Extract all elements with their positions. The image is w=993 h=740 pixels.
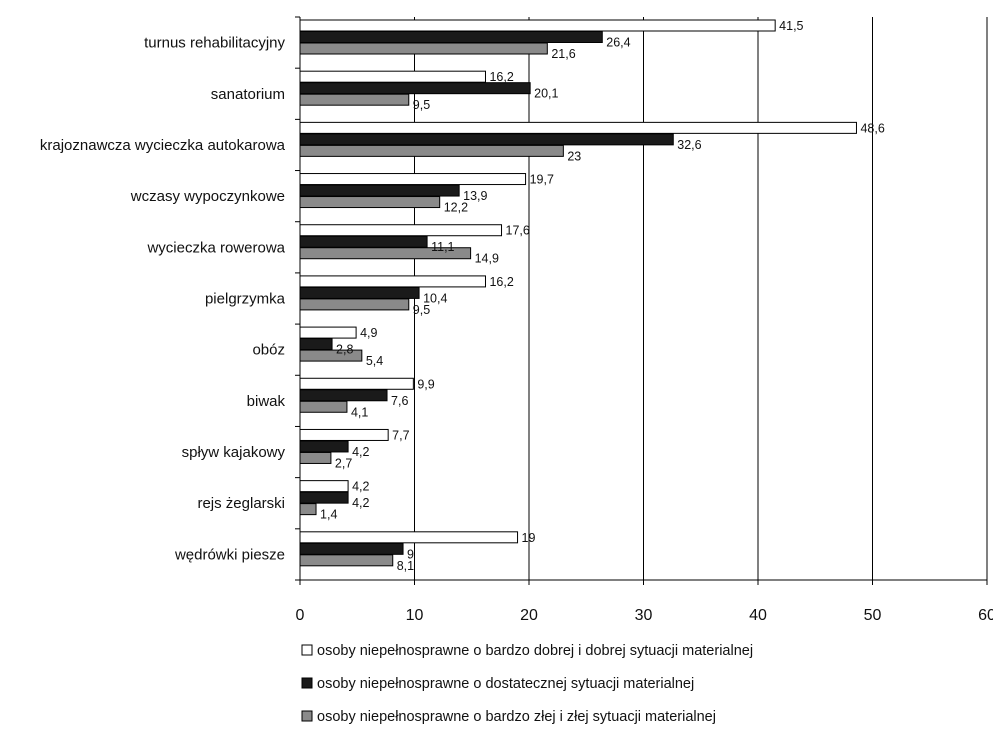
value-label: 4,1 — [351, 405, 368, 419]
category-label: biwak — [247, 393, 286, 410]
value-labels: 41,5 26,4 21,6 16,2 20,1 9,5 48,6 32,6 23 19,7 13,… — [320, 19, 885, 573]
value-label: 1,4 — [320, 508, 337, 522]
value-label: 26,4 — [606, 36, 630, 50]
category-label: obóz — [252, 342, 285, 359]
legend-label: osoby niepełnosprawne o dostatecznej syt… — [317, 676, 694, 692]
bar — [299, 326, 357, 339]
category-label: pielgrzymka — [205, 291, 286, 308]
category-label: rejs żeglarski — [197, 495, 285, 512]
value-label: 16,2 — [489, 70, 513, 84]
legend-label: osoby niepełnosprawne o bardzo złej i zł… — [317, 709, 716, 725]
category-label: wycieczka rowerowa — [146, 239, 285, 256]
bar — [299, 338, 333, 351]
category-label: krajoznawcza wycieczka autokarowa — [40, 137, 286, 154]
bars — [299, 19, 857, 567]
value-label: 21,6 — [551, 47, 575, 61]
value-label: 5,4 — [366, 354, 383, 368]
bar — [299, 93, 410, 106]
value-label: 23 — [567, 149, 581, 163]
bar — [299, 31, 603, 43]
bar — [299, 298, 410, 311]
value-label: 20,1 — [534, 87, 558, 101]
category-label: wczasy wypoczynkowe — [130, 188, 285, 205]
bar — [299, 196, 441, 209]
value-label: 11,1 — [431, 240, 454, 254]
value-label: 4,2 — [352, 445, 369, 459]
value-label: 7,6 — [391, 394, 408, 408]
legend-label: osoby niepełnosprawne o bardzo dobrej i … — [317, 643, 753, 659]
category-label: wędrówki piesze — [174, 546, 285, 563]
category-label: sanatorium — [211, 86, 285, 103]
value-label: 2,7 — [335, 456, 352, 470]
value-label: 12,2 — [444, 201, 468, 215]
value-label: 48,6 — [860, 121, 884, 135]
bar — [299, 144, 564, 157]
bar — [299, 19, 776, 32]
value-label: 4,2 — [352, 480, 369, 494]
value-label: 19,7 — [530, 173, 554, 187]
value-label: 4,9 — [360, 326, 377, 340]
bar — [299, 286, 420, 299]
value-label: 9,5 — [413, 303, 430, 317]
bar — [299, 503, 317, 516]
bar — [299, 184, 460, 197]
category-label: spływ kajakowy — [182, 444, 286, 461]
bar — [299, 491, 349, 504]
bar — [299, 82, 531, 95]
value-label: 10,4 — [423, 291, 447, 305]
value-label: 4,2 — [352, 496, 369, 510]
x-tick-label: 10 — [406, 607, 424, 624]
value-label: 2,8 — [336, 343, 353, 357]
bar — [299, 542, 404, 555]
value-label: 8,1 — [397, 559, 414, 573]
bar — [299, 531, 519, 544]
bar — [299, 42, 548, 55]
category-labels: turnus rehabilitacyjny sanatorium krajozna… — [40, 35, 286, 564]
bar — [299, 275, 486, 288]
value-label: 17,6 — [506, 224, 530, 238]
category-label: turnus rehabilitacyjny — [144, 35, 285, 52]
value-label: 9,5 — [413, 98, 430, 112]
value-label: 41,5 — [779, 19, 803, 33]
value-label: 14,9 — [475, 252, 499, 266]
legend: osoby niepełnosprawne o bardzo dobrej i … — [301, 643, 753, 725]
value-label: 9 — [407, 547, 414, 561]
bar — [299, 451, 332, 464]
value-label: 16,2 — [489, 275, 513, 289]
legend-swatch — [301, 677, 313, 689]
bar — [299, 440, 349, 453]
bar — [299, 377, 414, 390]
x-tick-label: 40 — [749, 607, 767, 624]
bar — [299, 121, 857, 134]
bar — [299, 400, 348, 413]
grid-lines — [414, 17, 988, 580]
x-tick-label: 20 — [520, 607, 538, 624]
bar — [299, 133, 674, 146]
bar — [299, 389, 388, 402]
value-label: 19 — [522, 531, 536, 545]
bar — [299, 428, 389, 441]
bar — [299, 480, 349, 493]
value-label: 32,6 — [677, 138, 701, 152]
bar — [299, 173, 527, 186]
x-axis: 0 10 20 30 40 50 60 — [295, 16, 993, 624]
value-label: 9,9 — [417, 377, 434, 391]
value-label: 7,7 — [392, 428, 409, 442]
value-label: 13,9 — [463, 189, 487, 203]
legend-swatch — [301, 644, 313, 656]
bar — [299, 224, 503, 237]
x-tick-label: 60 — [978, 607, 993, 624]
bar — [299, 554, 394, 567]
legend-swatch — [301, 710, 313, 722]
bar — [299, 70, 486, 83]
x-tick-label: 50 — [864, 607, 882, 624]
x-tick-label: 0 — [296, 607, 305, 624]
x-tick-label: 30 — [635, 607, 653, 624]
bar — [299, 235, 428, 248]
